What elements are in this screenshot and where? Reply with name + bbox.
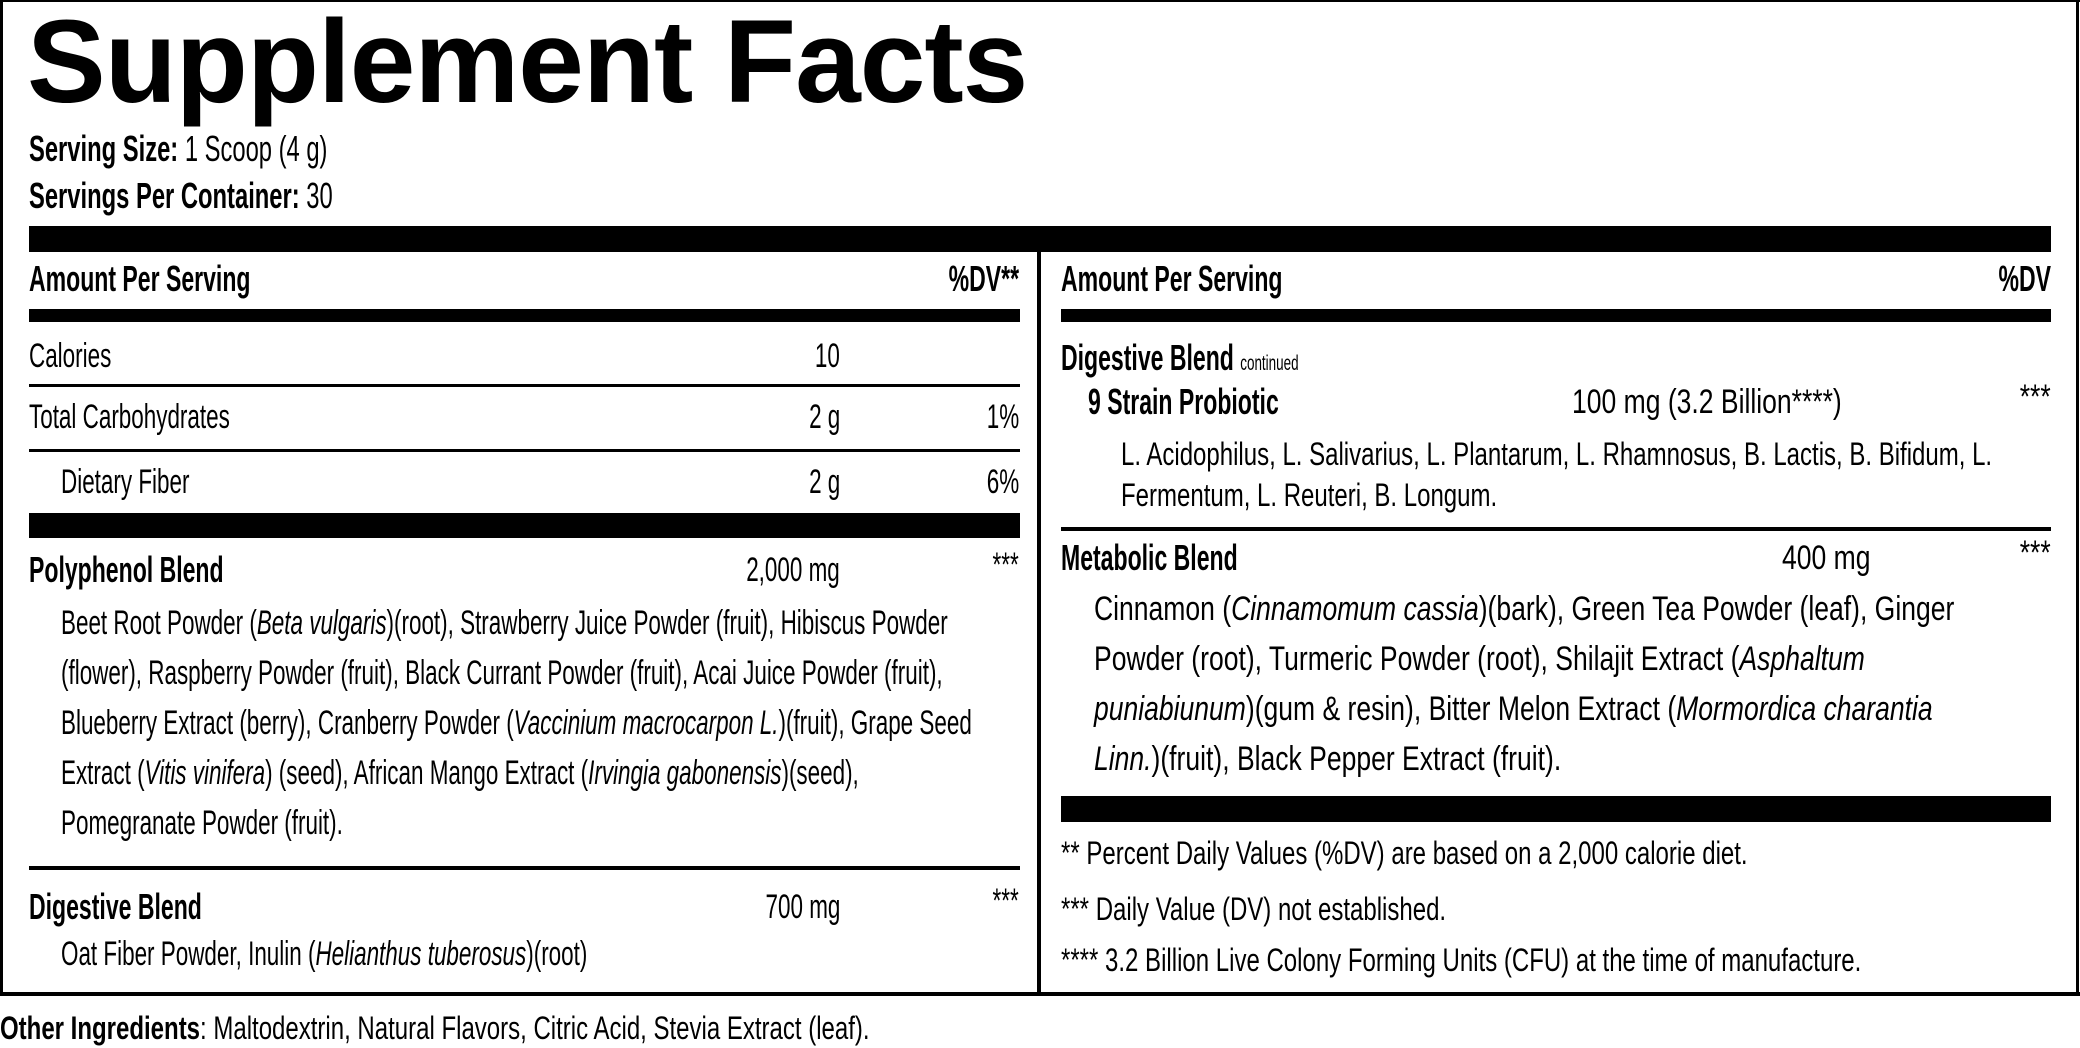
digestive-ingredients: Oat Fiber Powder, Inulin (Helianthus tub… <box>61 929 998 979</box>
digestive-blend-continued: Digestive Blend continued <box>1061 340 1299 376</box>
polyphenol-blend-dv: *** <box>992 546 1019 584</box>
ingredient-text: )(root), Strawberry Juice Powder (fruit)… <box>61 604 948 742</box>
rule-carbs <box>29 449 1020 452</box>
outer-border-right <box>2076 0 2079 996</box>
footnote-not-established: *** Daily Value (DV) not established. <box>1061 891 1447 927</box>
left-header-amount: Amount Per Serving <box>29 258 251 299</box>
continued-note: continued <box>1240 352 1299 375</box>
header-bar-left <box>29 309 1020 322</box>
digestive-blend-name: Digestive Blend <box>29 886 202 927</box>
botanical-name: Beta vulgaris <box>256 604 387 642</box>
serving-size: Serving Size: 1 Scoop (4 g) <box>29 131 327 167</box>
probiotic-amount: 100 mg (3.2 Billion****) <box>1572 383 1842 421</box>
outer-border-bottom <box>0 992 2080 996</box>
right-header-dv: %DV <box>1998 258 2052 299</box>
botanical-name: Irvingia gabonensis <box>588 754 782 792</box>
nutrient-name-calories: Calories <box>29 337 112 375</box>
ingredient-text: L. Acidophilus, L. Salivarius, L. Planta… <box>1121 436 1993 513</box>
thick-bar-right <box>1061 796 2051 822</box>
servings-per-container: Servings Per Container: 30 <box>29 178 333 214</box>
thick-bar-left <box>29 513 1020 538</box>
polyphenol-blend-name: Polyphenol Blend <box>29 549 224 590</box>
top-thick-bar <box>29 226 2051 252</box>
botanical-name: Mormordica charantia Linn. <box>1094 690 1933 778</box>
outer-border-top <box>0 0 2080 2</box>
ingredient-text: Oat Fiber Powder, Inulin ( <box>61 935 316 973</box>
nutrient-amount-fiber: 2 g <box>808 463 840 501</box>
servings-per-container-value: 30 <box>299 175 333 216</box>
other-ingredients: Other Ingredients: Maltodextrin, Natural… <box>0 1012 870 1044</box>
probiotic-dv: *** <box>2020 378 2051 416</box>
probiotic-strains: L. Acidophilus, L. Salivarius, L. Planta… <box>1121 434 2006 516</box>
ingredient-text: )(root) <box>526 935 588 973</box>
nutrient-amount-calories: 10 <box>815 337 840 375</box>
ingredient-text: )(gum & resin), Bitter Melon Extract ( <box>1245 690 1677 728</box>
botanical-name: Vaccinium macrocarpon L. <box>513 704 779 742</box>
footnote-cfu: **** 3.2 Billion Live Colony Forming Uni… <box>1061 942 1862 978</box>
botanical-name: Cinnamomum cassia <box>1231 590 1479 628</box>
nutrient-dv-fiber: 6% <box>986 463 1019 501</box>
digestive-blend-amount: 700 mg <box>765 888 840 926</box>
polyphenol-blend-amount: 2,000 mg <box>746 551 840 589</box>
ingredient-text: )(bark), Green Tea Powder (leaf), Ginger… <box>1094 590 1955 678</box>
serving-size-value: 1 Scoop (4 g) <box>178 128 328 169</box>
footnote-dv: ** Percent Daily Values (%DV) are based … <box>1061 835 1748 871</box>
ingredient-text: )(seed), Pomegranate Powder (fruit). <box>61 754 859 842</box>
header-bar-right <box>1061 309 2051 322</box>
other-ingredients-value: : Maltodextrin, Natural Flavors, Citric … <box>200 1010 870 1046</box>
ingredient-text: )(fruit), Black Pepper Extract (fruit). <box>1151 740 1562 778</box>
digestive-continued-name: Digestive Blend <box>1061 337 1234 378</box>
left-header-dv: %DV** <box>948 258 1019 299</box>
rule-calories <box>29 384 1020 387</box>
polyphenol-ingredients: Beet Root Powder (Beta vulgaris)(root), … <box>61 598 998 848</box>
metabolic-blend-amount: 400 mg <box>1782 539 1871 577</box>
botanical-name: Asphaltum puniabiunum <box>1094 640 1865 728</box>
rule-polyphenol <box>29 866 1020 870</box>
ingredient-text: Beet Root Powder ( <box>61 604 257 642</box>
serving-size-label: Serving Size: <box>29 128 179 169</box>
servings-per-container-label: Servings Per Container: <box>29 175 300 216</box>
nutrient-amount-carbs: 2 g <box>808 398 840 436</box>
nutrient-name-fiber: Dietary Fiber <box>61 463 190 501</box>
page-title: Supplement Facts <box>27 0 1028 128</box>
digestive-blend-dv: *** <box>992 882 1019 920</box>
other-ingredients-label: Other Ingredients <box>0 1010 201 1046</box>
metabolic-blend-dv: *** <box>2020 534 2051 572</box>
right-header-amount: Amount Per Serving <box>1061 258 1283 299</box>
nutrient-dv-carbs: 1% <box>986 398 1019 436</box>
botanical-name: Helianthus tuberosus <box>315 935 527 973</box>
metabolic-ingredients: Cinnamon (Cinnamomum cassia)(bark), Gree… <box>1094 584 1991 784</box>
outer-border-left <box>0 0 3 996</box>
probiotic-name: 9 Strain Probiotic <box>1088 381 1279 422</box>
ingredient-text: )(fruit), Grape Seed Extract ( <box>61 704 972 792</box>
metabolic-blend-name: Metabolic Blend <box>1061 537 1238 578</box>
ingredient-text: Cinnamon ( <box>1094 590 1232 628</box>
rule-probiotic <box>1061 527 2051 531</box>
botanical-name: Vitis vinifera <box>144 754 266 792</box>
nutrient-name-carbs: Total Carbohydrates <box>29 398 230 436</box>
column-divider <box>1037 252 1041 994</box>
ingredient-text: ) (seed), African Mango Extract ( <box>265 754 589 792</box>
